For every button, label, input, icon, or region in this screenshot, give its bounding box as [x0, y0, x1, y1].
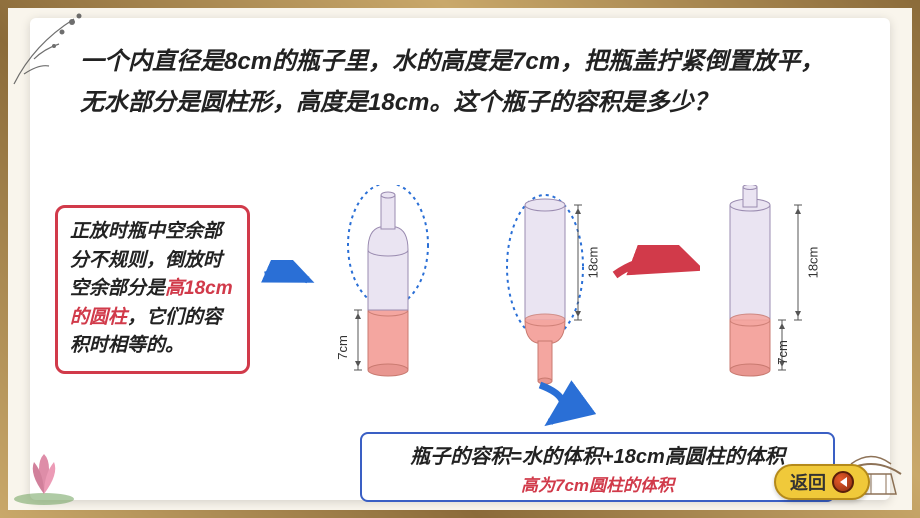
- bottle-inverted: [490, 185, 620, 405]
- bottle-upright: [330, 185, 440, 395]
- back-button-label: 返回: [790, 469, 826, 495]
- formula-box: 瓶子的容积=水的体积+18cm高圆柱的体积 高为7cm圆柱的体积: [360, 432, 835, 502]
- formula-line1: 瓶子的容积=水的体积+18cm高圆柱的体积: [372, 440, 823, 469]
- question-text: 一个内直径是8cm的瓶子里，水的高度是7cm，把瓶盖拧紧倒置放平，无水部分是圆柱…: [80, 42, 840, 124]
- back-button[interactable]: 返回: [774, 464, 870, 500]
- explain-box: 正放时瓶中空余部分不规则，倒放时空余部分是高18cm的圆柱，它们的容积时相等的。: [55, 205, 250, 374]
- diagram-area: 7cm 18cm: [270, 200, 860, 420]
- arrow-red: [610, 245, 700, 295]
- dim-result-air: 18cm: [805, 247, 820, 279]
- dim-result-water: 7cm: [775, 340, 790, 365]
- dim-inverted-air: 18cm: [585, 247, 600, 279]
- back-arrow-icon: [832, 471, 854, 493]
- dim-upright-water: 7cm: [335, 335, 350, 360]
- formula-line2: 高为7cm圆柱的体积: [372, 471, 823, 496]
- arrow-blue-1: [260, 260, 320, 300]
- arrow-blue-2: [490, 380, 600, 430]
